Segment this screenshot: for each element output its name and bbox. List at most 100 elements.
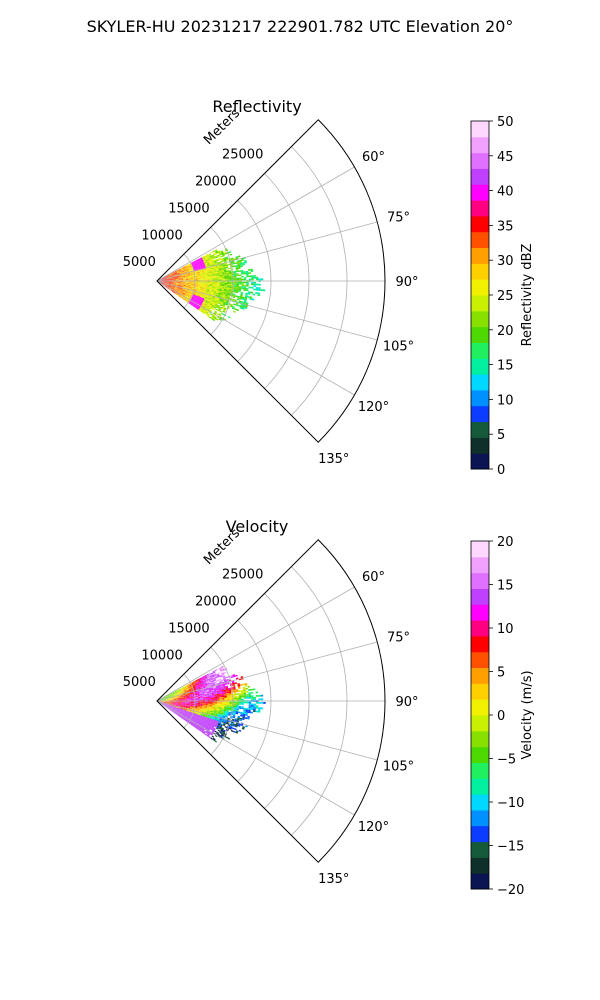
echo-cell	[214, 271, 217, 273]
echo-cell	[164, 286, 167, 288]
echo-cell	[183, 283, 186, 284]
azimuth-tick-label: 75°	[387, 630, 410, 645]
echo-cell	[218, 688, 222, 690]
echo-cell	[215, 687, 219, 690]
echo-cell	[210, 278, 213, 280]
echo-cell	[217, 723, 221, 726]
echo-cell	[204, 691, 207, 693]
echo-cell	[209, 710, 212, 712]
echo-cell	[195, 265, 198, 267]
azimuth-tick-label: 105°	[383, 760, 414, 775]
echo-cell	[235, 712, 239, 715]
echo-cell	[179, 288, 183, 290]
echo-cell	[240, 304, 244, 307]
echo-cell	[174, 690, 177, 693]
echo-cell	[187, 685, 190, 688]
echo-cell	[204, 297, 208, 300]
echo-cell	[214, 278, 218, 280]
echo-cell	[182, 691, 185, 693]
echo-cell	[208, 720, 212, 722]
echo-cell	[175, 274, 178, 276]
echo-cell	[163, 697, 166, 699]
echo-cell	[204, 693, 208, 695]
echo-cell	[229, 692, 232, 695]
colorbar-swatch	[471, 326, 489, 343]
echo-cell	[191, 298, 194, 300]
echo-cell	[187, 295, 190, 297]
echo-cell	[180, 283, 184, 285]
echo-cell	[201, 676, 205, 678]
echo-cell	[212, 695, 215, 697]
colorbar-swatch	[471, 541, 489, 558]
echo-cell	[185, 686, 188, 689]
echo-cell	[218, 267, 221, 269]
echo-cell	[183, 699, 186, 701]
echo-cell	[193, 266, 196, 268]
echo-cell	[188, 276, 191, 278]
echo-cell	[184, 691, 188, 693]
echo-cell	[185, 298, 188, 301]
echo-cell	[183, 689, 187, 691]
echo-cell	[212, 296, 216, 298]
echo-cell	[199, 692, 203, 694]
echo-cell	[222, 281, 225, 283]
echo-cell	[189, 711, 192, 713]
echo-cell	[203, 260, 207, 262]
echo-cell	[182, 272, 185, 274]
echo-cell	[178, 704, 181, 706]
echo-cell	[173, 697, 176, 698]
echo-cell	[202, 701, 206, 703]
echo-cell	[168, 704, 171, 706]
echo-cell	[181, 290, 185, 292]
echo-cell	[217, 278, 220, 280]
echo-cell	[205, 301, 209, 303]
echo-cell	[222, 685, 226, 687]
echo-cell	[182, 274, 186, 276]
echo-cell	[192, 685, 196, 688]
echo-cell	[185, 705, 188, 707]
range-tick-label: 10000	[141, 648, 182, 663]
echo-cell	[198, 294, 201, 297]
echo-cell	[197, 276, 201, 278]
echo-cell	[216, 270, 220, 273]
echo-cell	[230, 729, 234, 732]
colorbar-swatch	[471, 310, 489, 328]
echo-cell	[169, 693, 173, 695]
echo-cell	[223, 259, 227, 262]
echo-cell	[219, 726, 222, 729]
echo-cell	[194, 295, 198, 298]
echo-cell	[168, 283, 172, 284]
echo-cell	[248, 689, 251, 691]
echo-cell	[198, 681, 202, 683]
echo-cell	[236, 284, 239, 286]
echo-cell	[173, 284, 176, 286]
echo-cell	[214, 272, 217, 274]
echo-cell	[241, 703, 244, 705]
echo-cell	[178, 285, 181, 287]
echo-cell	[202, 263, 205, 266]
echo-cell	[211, 720, 214, 722]
echo-cell	[234, 694, 237, 697]
echo-cell	[222, 310, 226, 313]
echo-cell	[185, 273, 188, 275]
echo-cell	[201, 291, 204, 293]
echo-cell	[185, 718, 188, 721]
echo-cell	[178, 705, 181, 707]
echo-cell	[209, 682, 212, 684]
echo-cell	[185, 274, 188, 276]
echo-cell	[173, 699, 177, 700]
echo-cell	[183, 292, 186, 295]
echo-cell	[207, 728, 211, 731]
echo-cell	[163, 703, 167, 705]
echo-cell	[213, 713, 216, 715]
echo-cell	[210, 698, 213, 700]
echo-cell	[172, 286, 176, 287]
echo-cell	[236, 281, 240, 284]
echo-cell	[168, 289, 171, 291]
echo-cell	[213, 712, 217, 714]
echo-cell	[198, 266, 201, 269]
echo-cell	[214, 681, 217, 684]
echo-cell	[193, 298, 197, 301]
echo-cell	[246, 274, 249, 276]
echo-cell	[163, 276, 166, 278]
